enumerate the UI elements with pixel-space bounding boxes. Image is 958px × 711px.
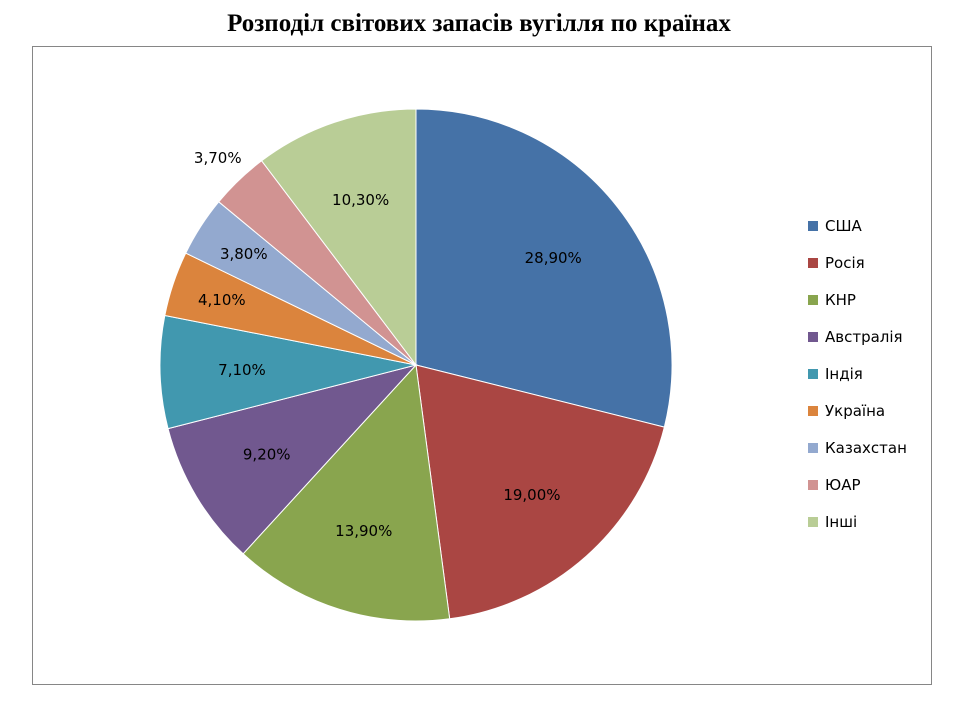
- legend-swatch: [808, 516, 818, 527]
- legend-item-6: Казахстан: [808, 429, 907, 466]
- legend-swatch: [808, 405, 818, 416]
- pie-slice-4: [159, 314, 417, 430]
- pie-slice-8: [260, 108, 417, 367]
- legend-item-3: Австралія: [808, 318, 907, 355]
- chart-title: Розподіл світових запасів вугілля по кра…: [227, 10, 731, 37]
- legend-swatch: [808, 294, 818, 305]
- data-label-7: 3,70%: [194, 149, 242, 167]
- legend-swatch: [808, 257, 818, 268]
- legend-item-1: Росія: [808, 244, 907, 281]
- pie-slice-3: [167, 364, 418, 555]
- legend-item-5: Україна: [808, 392, 907, 429]
- legend-item-4: Індія: [808, 355, 907, 392]
- legend-label: КНР: [825, 290, 856, 309]
- legend-swatch: [808, 220, 818, 231]
- data-label-6: 3,80%: [220, 245, 268, 263]
- legend-swatch: [808, 331, 818, 342]
- legend-swatch: [808, 368, 818, 379]
- data-label-2: 13,90%: [335, 522, 392, 540]
- pie-slice-1: [415, 364, 665, 620]
- data-label-4: 7,10%: [218, 361, 266, 379]
- legend-swatch: [808, 442, 818, 453]
- data-label-5: 4,10%: [198, 291, 246, 309]
- pie-slice-0: [415, 108, 673, 428]
- legend-label: ЮАР: [825, 475, 861, 494]
- pie-slice-2: [242, 363, 451, 622]
- data-label-1: 19,00%: [503, 486, 560, 504]
- data-label-3: 9,20%: [243, 446, 291, 464]
- legend-item-8: Інші: [808, 503, 907, 540]
- legend-swatch: [808, 479, 818, 490]
- data-label-8: 10,30%: [332, 191, 389, 209]
- legend-label: Інші: [825, 512, 858, 531]
- legend-item-7: ЮАР: [808, 466, 907, 503]
- legend-item-2: КНР: [808, 281, 907, 318]
- legend-label: Україна: [825, 401, 886, 420]
- legend-label: США: [825, 216, 862, 235]
- legend-item-0: США: [808, 207, 907, 244]
- chart-legend: США Росія КНР Австралія Індія Україна Казахста…: [808, 207, 907, 540]
- data-label-0: 28,90%: [525, 249, 582, 267]
- legend-label: Індія: [825, 364, 863, 383]
- legend-label: Австралія: [825, 327, 903, 346]
- legend-label: Росія: [825, 253, 865, 272]
- legend-label: Казахстан: [825, 438, 907, 457]
